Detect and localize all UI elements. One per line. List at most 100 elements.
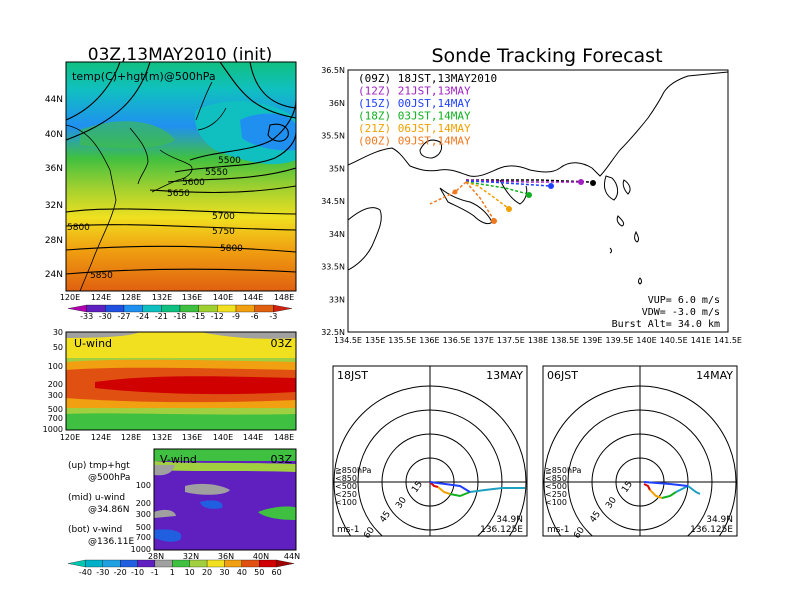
map-lon-labels: 120E 124E 128E 132E 136E 140E 144E 148E xyxy=(60,293,294,302)
lat-tick: 35.5N xyxy=(321,132,345,141)
lon-tick: 148E xyxy=(274,433,294,442)
temp-colorbar-label: -3 xyxy=(269,312,277,321)
lat-tick: 40N xyxy=(253,552,269,561)
level-tick: 1000 xyxy=(131,545,151,554)
temp-map-panel: temp(C)+hgt(m)@500hPa 5500 5550 5600 565… xyxy=(45,61,297,302)
legend-entry: (18Z) 03JST,14MAY xyxy=(358,110,471,123)
temp-colorbar-label: -33 xyxy=(80,312,93,321)
right-title: Sonde Tracking Forecast xyxy=(431,45,662,67)
track-map-panel: (09Z) 18JST,13MAY2010(12Z) 21JST,13MAY(1… xyxy=(321,66,742,345)
lon-tick: 132E xyxy=(152,433,172,442)
note-line: @34.86N xyxy=(88,505,130,515)
lon-tick: 136.5E xyxy=(443,336,471,345)
wind-colorbar-swatch xyxy=(259,559,277,568)
wind-colorbar-swatch xyxy=(137,559,156,568)
hodograph-date: 13MAY xyxy=(486,369,523,382)
lat-tick: 32N xyxy=(183,552,199,561)
hodograph-profile xyxy=(429,481,525,498)
level-legend: <100 xyxy=(545,498,567,507)
lon-tick: 128E xyxy=(121,293,141,302)
legend-entry: (15Z) 00JST,14MAY xyxy=(358,97,471,110)
track-endpoint xyxy=(506,206,512,212)
contour-label: 5700 xyxy=(212,212,235,222)
legend-entry: (12Z) 21JST,13MAY xyxy=(358,85,471,98)
hodograph-unit: ms-1 xyxy=(547,525,569,535)
hodograph-date: 14MAY xyxy=(696,369,733,382)
lat-tick: 35N xyxy=(329,164,345,173)
lon-tick: 141.5E xyxy=(714,336,742,345)
level-tick: 200 xyxy=(136,499,151,508)
note-line: (up) tmp+hgt xyxy=(68,461,130,471)
track-18z xyxy=(465,181,529,195)
lon-tick: 140E xyxy=(636,336,656,345)
wind-colorbar-label: 20 xyxy=(202,568,212,577)
contour-label: 5750 xyxy=(212,227,235,237)
wind-colorbar-label: 1 xyxy=(170,568,175,577)
lon-tick: 140E xyxy=(213,293,233,302)
temp-colorbar-swatch xyxy=(198,304,218,313)
level-legend: <100 xyxy=(335,498,357,507)
wind-colorbar-swatch xyxy=(276,559,295,568)
wind-colorbar: -40 -30 -20 -10 -1 1 10 20 30 40 50 60 xyxy=(67,559,295,577)
temp-colorbar-label: -12 xyxy=(211,312,224,321)
u-wind-time: 03Z xyxy=(270,337,292,350)
v-level-labels: 100 200 300 500 700 1000 xyxy=(131,481,151,554)
lon-tick: 136E xyxy=(419,336,439,345)
wind-colorbar-swatch xyxy=(85,559,103,568)
wind-colorbar-swatch xyxy=(67,559,86,568)
level-tick: 300 xyxy=(136,510,151,519)
lat-tick: 34.5N xyxy=(321,197,345,206)
level-tick: 700 xyxy=(48,414,63,423)
lon-tick: 135E xyxy=(365,336,385,345)
lat-tick: 32N xyxy=(45,201,63,211)
map-lat-labels: 44N 40N 36N 32N 28N 24N xyxy=(45,95,63,280)
wind-colorbar-label: 50 xyxy=(254,568,264,577)
hodograph-rings xyxy=(543,366,737,536)
launch-params: VUP= 6.0 m/s VDW= -3.0 m/s Burst Alt= 34… xyxy=(612,295,720,330)
v-wind-panel: V-wind 03Z 100 200 300 500 700 1000 28N … xyxy=(131,448,300,561)
lon-tick: 137.5E xyxy=(497,336,525,345)
v-wind-label: V-wind xyxy=(160,453,197,466)
level-tick: 300 xyxy=(48,391,63,400)
legend-entry: (21Z) 06JST,14MAY xyxy=(358,122,471,135)
lat-tick: 34N xyxy=(329,230,345,239)
wind-colorbar-label: -10 xyxy=(131,568,144,577)
track-09z xyxy=(466,179,591,183)
temp-colorbar-swatch xyxy=(67,304,87,313)
level-legend: <250 xyxy=(545,490,567,499)
track-endpoint xyxy=(526,192,532,198)
level-legend: <850 xyxy=(545,474,567,483)
note-line: (bot) v-wind xyxy=(68,525,122,535)
track-21z xyxy=(465,181,509,209)
hodograph-profile xyxy=(643,481,701,499)
lat-tick: 44N xyxy=(45,95,63,105)
track-15z xyxy=(465,180,551,187)
hodograph-lon: 136.125E xyxy=(480,525,523,535)
lon-tick: 148E xyxy=(274,293,294,302)
level-legend: <500 xyxy=(335,482,357,491)
temp-colorbar-label: -15 xyxy=(192,312,205,321)
track-lon-labels: 134.5E 135E 135.5E 136E 136.5E 137E 137.5E 138E… xyxy=(334,336,742,345)
temp-colorbar-label: -30 xyxy=(99,312,112,321)
level-legend: ≧850hPa xyxy=(545,466,582,475)
lat-tick: 36N xyxy=(329,99,345,108)
track-endpoint xyxy=(548,183,554,189)
hodograph-segment xyxy=(429,481,471,493)
lon-tick: 136E xyxy=(182,433,202,442)
hodograph-segment xyxy=(437,486,451,495)
lon-tick: 144E xyxy=(243,433,263,442)
lon-tick: 138E xyxy=(528,336,548,345)
track-12z xyxy=(465,179,580,183)
wind-colorbar-swatch xyxy=(224,559,242,568)
wind-colorbar-label: 10 xyxy=(185,568,195,577)
hodograph-lat: 34.9N xyxy=(706,515,733,525)
lon-tick: 139.5E xyxy=(605,336,633,345)
hodograph-2: 06JST 14MAY15304560≧850hPa<850<500<250<10… xyxy=(542,365,738,541)
hodograph-segment xyxy=(649,489,663,499)
hodograph-1: 18JST 13MAY15304560≧850hPa<850<500<250<10… xyxy=(332,365,528,541)
u-level-labels: 30 50 100 200 300 500 700 1000 xyxy=(43,328,63,434)
track-legend: (09Z) 18JST,13MAY2010(12Z) 21JST,13MAY(1… xyxy=(358,72,497,148)
hodograph-unit: ms-1 xyxy=(337,525,359,535)
track-endpoint xyxy=(590,180,596,186)
track-00z xyxy=(429,181,495,221)
